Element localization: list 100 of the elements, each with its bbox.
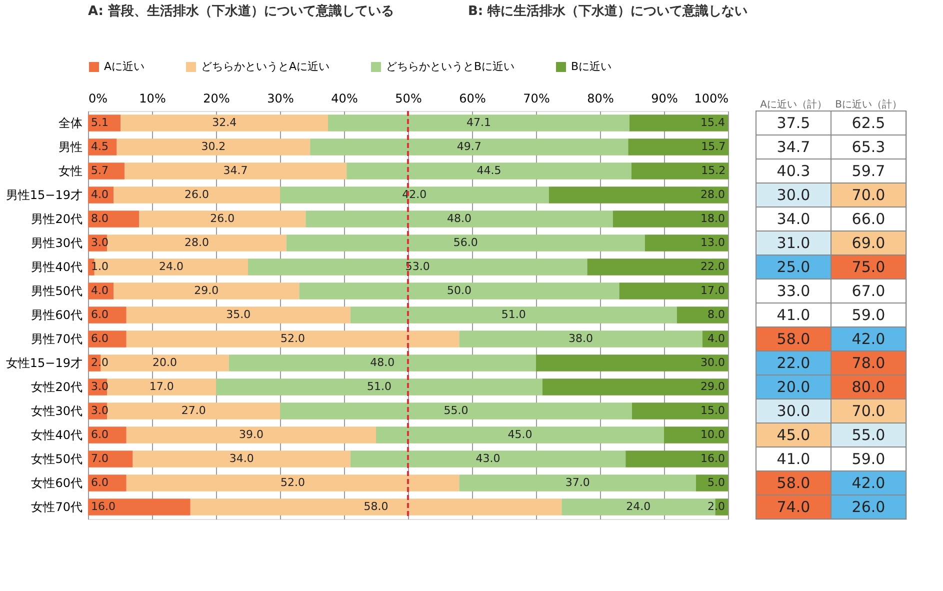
x-tick-label: 20% <box>203 92 230 106</box>
x-tick-label: 0% <box>88 92 108 106</box>
x-tick-label: 70% <box>523 92 550 106</box>
data-label: 1.0 <box>91 260 108 273</box>
y-tick-label: 男性60代 <box>31 308 82 322</box>
data-label: 70.0 <box>852 402 886 420</box>
data-label: 38.0 <box>568 332 594 345</box>
bar <box>459 330 702 348</box>
data-label: 29.0 <box>194 284 219 297</box>
y-tick-label: 男性30代 <box>31 236 82 250</box>
y-tick-label: 男性20代 <box>31 212 82 226</box>
bar <box>126 330 460 348</box>
data-label: 47.1 <box>466 116 491 129</box>
x-tick-label: 10% <box>139 92 166 106</box>
data-label: 6.0 <box>91 476 108 489</box>
data-label: 3.0 <box>91 380 108 393</box>
data-label: 37.0 <box>565 476 590 489</box>
data-label: 22.0 <box>776 354 810 372</box>
bar <box>626 450 728 468</box>
data-label: 4.5 <box>91 140 108 153</box>
bar <box>350 450 626 468</box>
data-label: 42.0 <box>852 474 886 492</box>
bar <box>216 378 542 396</box>
data-label: 24.0 <box>626 500 651 513</box>
data-label: 6.0 <box>91 428 108 441</box>
y-tick-label: 男性40代 <box>31 260 82 274</box>
bar <box>310 138 628 156</box>
bar <box>696 474 728 492</box>
data-label: 30.0 <box>776 402 810 420</box>
bar <box>139 210 306 228</box>
y-tick-label: 女性30代 <box>31 404 82 418</box>
data-label: 59.0 <box>852 450 886 468</box>
data-label: 67.0 <box>852 282 886 300</box>
data-label: 40.3 <box>776 162 810 180</box>
data-label: 52.0 <box>280 476 306 489</box>
bar <box>126 426 376 444</box>
bar <box>88 474 126 492</box>
data-label: 78.0 <box>852 354 886 372</box>
data-label: 65.3 <box>852 138 886 156</box>
data-label: 55.0 <box>444 404 468 417</box>
bar <box>644 234 728 252</box>
data-label: 2.0 <box>91 356 108 369</box>
bar <box>124 162 347 180</box>
y-tick-label: 女性20代 <box>31 380 82 394</box>
data-label: 6.0 <box>91 308 108 321</box>
data-label: 74.0 <box>776 498 810 516</box>
bar <box>114 282 300 300</box>
data-label: 8.0 <box>708 308 725 321</box>
data-label: 26.0 <box>210 212 235 225</box>
data-label: 10.0 <box>700 428 725 441</box>
y-tick-label: 女性60代 <box>31 476 82 490</box>
data-label: 52.0 <box>280 332 306 345</box>
bar <box>376 426 664 444</box>
data-label: 50.0 <box>446 284 472 297</box>
bar <box>286 234 645 252</box>
bar <box>629 114 728 132</box>
bar <box>88 114 121 132</box>
data-label: 15.0 <box>700 404 725 417</box>
y-tick-label: 男性50代 <box>31 284 82 298</box>
y-tick-label: 女性15−19才 <box>6 356 82 370</box>
data-label: 31.0 <box>776 234 810 252</box>
bar <box>280 186 549 204</box>
bar <box>88 450 133 468</box>
x-tick-label: Aに近い（計） <box>760 98 827 110</box>
bar <box>587 258 728 276</box>
data-label: 5.0 <box>708 476 725 489</box>
data-label: 70.0 <box>852 186 886 204</box>
data-label: 17.0 <box>700 284 725 297</box>
data-label: 20.0 <box>776 378 810 396</box>
bar <box>350 306 677 324</box>
data-label: 55.0 <box>852 426 886 444</box>
bar <box>628 138 729 156</box>
y-tick-label: 男性 <box>58 140 82 154</box>
bar <box>190 498 562 516</box>
bar <box>88 426 126 444</box>
data-label: 3.0 <box>91 236 108 249</box>
data-label: 16.0 <box>700 452 725 465</box>
bar <box>107 378 216 396</box>
data-label: 62.5 <box>852 114 886 132</box>
data-label: 15.7 <box>701 140 726 153</box>
bar <box>280 402 632 420</box>
data-label: 4.0 <box>708 332 725 345</box>
data-label: 69.0 <box>852 234 886 252</box>
data-label: 59.7 <box>852 162 886 180</box>
x-tick-label: 90% <box>651 92 678 106</box>
bar <box>328 114 630 132</box>
data-label: 43.0 <box>476 452 500 465</box>
bar <box>548 186 728 204</box>
legend-label: どちらかというとAに近い <box>201 60 330 73</box>
data-label: 4.0 <box>91 284 108 297</box>
bar <box>228 354 536 372</box>
y-tick-label: 女性70代 <box>31 500 82 514</box>
y-tick-label: 女性40代 <box>31 428 82 442</box>
bar <box>542 378 728 396</box>
bar <box>88 210 140 228</box>
bar <box>107 234 286 252</box>
data-label: 22.0 <box>700 260 725 273</box>
data-label: 58.0 <box>776 330 810 348</box>
text: B: 特に生活排水（下水道）について意識しない <box>468 3 748 19</box>
data-label: 8.0 <box>91 212 108 225</box>
